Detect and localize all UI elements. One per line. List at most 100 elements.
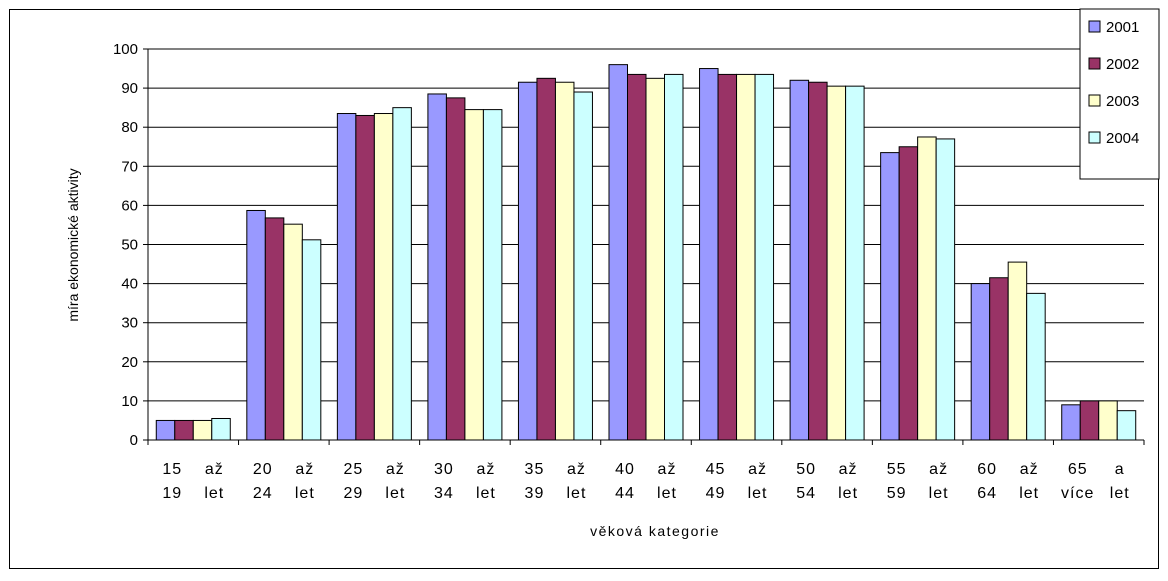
y-tick-label: 60 — [121, 197, 138, 214]
x-tick-label: až — [1020, 461, 1039, 478]
legend-label: 2002 — [1106, 56, 1139, 73]
legend-label: 2004 — [1106, 130, 1139, 147]
y-tick-label: 40 — [121, 276, 138, 293]
x-tick-label: až — [476, 461, 495, 478]
bar-2001 — [517, 81, 538, 441]
x-tick-label: až — [205, 461, 224, 478]
y-tick-label: 10 — [121, 393, 138, 410]
bar-2004 — [1116, 410, 1137, 441]
x-tick-label: 49 — [706, 485, 726, 502]
bar-2003 — [736, 73, 756, 441]
x-tick-label: 65 — [1068, 461, 1088, 478]
y-tick-label: 30 — [121, 315, 138, 332]
x-tick-label: 24 — [253, 485, 273, 502]
bar-2003 — [917, 136, 937, 441]
bar-2004 — [211, 417, 231, 441]
bar-2002 — [174, 419, 194, 441]
bar-2002 — [1079, 400, 1100, 441]
x-tick-label: 39 — [525, 485, 545, 502]
x-tick-label: a — [1115, 461, 1125, 478]
bar-2003 — [192, 419, 213, 441]
x-tick-label: 44 — [615, 485, 635, 502]
x-tick-label: více — [1061, 485, 1094, 502]
bar-2002 — [989, 277, 1009, 441]
bar-2004 — [392, 107, 412, 441]
x-tick-label: 40 — [615, 461, 635, 478]
legend: 2001 2002 2003 2004 — [1079, 8, 1160, 180]
bar-2003 — [645, 77, 665, 441]
bar-2001 — [699, 68, 719, 441]
bar-2002 — [898, 146, 919, 441]
bar-2001 — [970, 283, 991, 441]
x-tick-label: let — [1110, 485, 1130, 502]
x-tick-label: 34 — [434, 485, 454, 502]
x-tick-label: 45 — [706, 461, 726, 478]
bar-2002 — [717, 73, 738, 441]
bar-2001 — [155, 419, 176, 441]
x-tick-label: až — [386, 461, 405, 478]
x-tick-label: až — [295, 461, 314, 478]
bar-2002 — [445, 97, 466, 441]
bar-2003 — [826, 85, 847, 441]
bar-2002 — [264, 217, 285, 441]
legend-label: 2001 — [1106, 19, 1139, 36]
legend-swatch — [1088, 20, 1101, 33]
legend-swatch — [1088, 57, 1101, 70]
bar-2004 — [482, 109, 503, 441]
x-tick-label: let — [385, 485, 405, 502]
x-axis: 15 až 19 let 20 až 24 let 25 až 29 let 30 až 34 let 35 až… — [147, 439, 1145, 502]
bar-2001 — [1061, 404, 1081, 441]
x-tick-label: 64 — [977, 485, 997, 502]
bar-2003 — [1007, 261, 1028, 441]
y-axis: 0 10 20 30 40 50 60 70 80 90 100 — [113, 41, 149, 449]
x-tick-label: 20 — [253, 461, 273, 478]
x-tick-label: let — [295, 485, 315, 502]
x-axis-label: věková kategorie — [590, 523, 720, 539]
bar-2003 — [1098, 400, 1118, 441]
x-tick-label: 55 — [887, 461, 907, 478]
y-tick-label: 90 — [121, 80, 138, 97]
x-tick-label: let — [567, 485, 587, 502]
x-tick-label: až — [929, 461, 948, 478]
bar-2004 — [573, 91, 593, 441]
y-tick-label: 50 — [121, 237, 138, 254]
x-tick-label: 29 — [343, 485, 363, 502]
y-tick-label: 70 — [121, 158, 138, 175]
legend-swatch — [1088, 94, 1101, 107]
x-tick-label: až — [567, 461, 586, 478]
y-tick-label: 80 — [121, 119, 138, 136]
y-tick-label: 20 — [121, 354, 138, 371]
legend-label: 2003 — [1106, 93, 1139, 110]
bar-2004 — [664, 73, 684, 441]
bar-2001 — [246, 209, 266, 441]
legend-swatch — [1088, 131, 1101, 144]
x-tick-label: 15 — [162, 461, 182, 478]
bar-2002 — [355, 114, 375, 441]
bars — [155, 64, 1137, 441]
bar-2004 — [845, 85, 865, 441]
x-tick-label: let — [204, 485, 224, 502]
x-tick-label: až — [748, 461, 767, 478]
bar-2001 — [336, 113, 357, 441]
x-tick-label: 50 — [796, 461, 816, 478]
x-tick-label: 35 — [525, 461, 545, 478]
x-tick-label: 54 — [796, 485, 816, 502]
x-tick-label: až — [658, 461, 677, 478]
x-tick-label: 19 — [162, 485, 182, 502]
x-tick-label: 60 — [977, 461, 997, 478]
bar-2004 — [754, 73, 775, 441]
y-tick-label: 0 — [130, 432, 138, 449]
x-tick-label: let — [1019, 485, 1039, 502]
x-tick-label: 59 — [887, 485, 907, 502]
bar-2001 — [789, 79, 810, 441]
bar-2002 — [627, 73, 647, 441]
bar-2003 — [554, 81, 575, 441]
x-tick-label: 25 — [343, 461, 363, 478]
bar-2001 — [427, 93, 447, 441]
legend-box — [1079, 8, 1160, 180]
x-tick-label: let — [929, 485, 949, 502]
bar-2002 — [808, 81, 828, 441]
y-axis-label: míra ekonomické aktivity — [65, 168, 81, 321]
x-tick-label: let — [748, 485, 768, 502]
bar-2001 — [608, 64, 628, 441]
